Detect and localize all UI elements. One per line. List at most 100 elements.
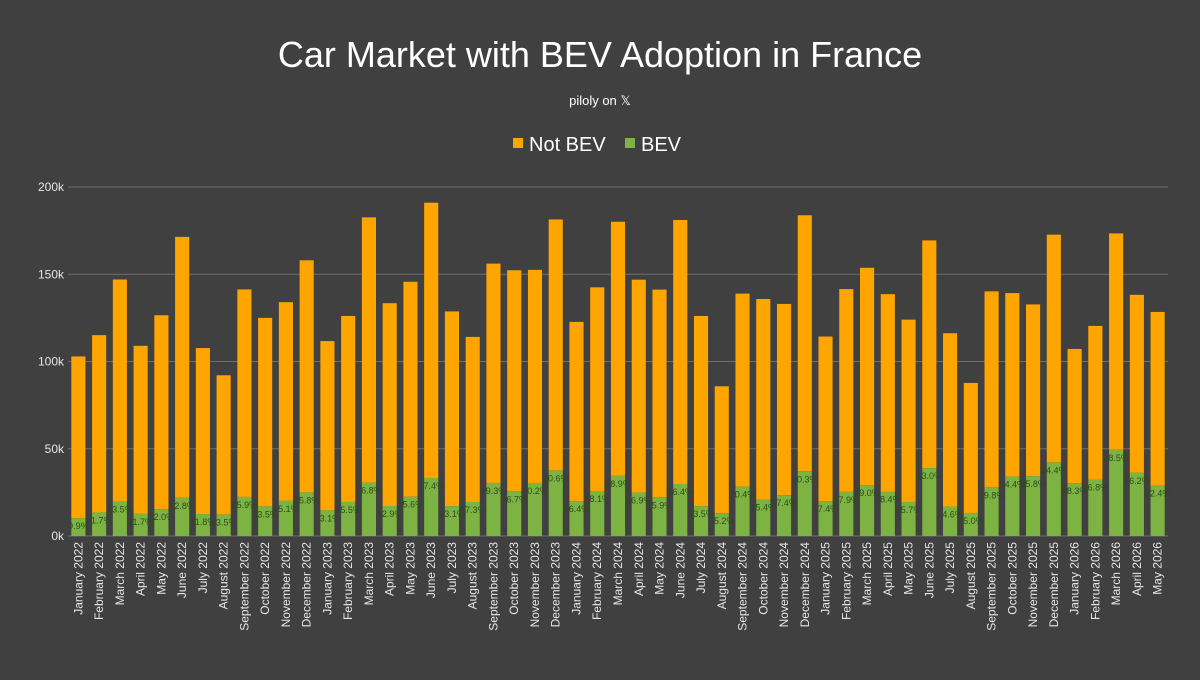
bar-bev <box>880 491 895 536</box>
bar-not-bev <box>693 315 709 507</box>
bar-bev <box>486 482 501 536</box>
bev-share-label: 16.7% <box>501 494 527 504</box>
bar-not-bev <box>258 317 273 507</box>
bar-not-bev <box>756 299 771 500</box>
bar-bev <box>569 501 584 536</box>
bar-bev <box>1150 485 1165 536</box>
bar-not-bev <box>548 219 563 471</box>
bar-bev <box>216 514 231 536</box>
x-tick-label: April 2025 <box>881 542 895 596</box>
x-tick-label: August 2023 <box>466 542 480 610</box>
x-tick-label: January 2025 <box>819 542 833 615</box>
x-tick-label: May 2025 <box>902 542 916 595</box>
bev-share-label: 23.0% <box>917 471 943 481</box>
bev-share-label: 15.9% <box>647 500 673 510</box>
y-axis: 0k 50k 100k 150k 200k <box>38 180 65 543</box>
bev-share-label: 25.8% <box>1020 479 1046 489</box>
bev-share-label: 20.2% <box>522 486 548 496</box>
x-tick-label: February 2026 <box>1088 542 1102 620</box>
bev-share-label: 26.8% <box>1083 482 1109 492</box>
bev-share-label: 17.4% <box>418 481 444 491</box>
bev-share-label: 15.1% <box>273 504 299 514</box>
bar-not-bev <box>1026 304 1041 477</box>
bar-bev <box>860 485 875 536</box>
bar-bev <box>673 483 688 536</box>
bar-bev <box>154 509 169 536</box>
bar-bev <box>714 513 729 536</box>
bar-bev <box>507 491 522 536</box>
bev-share-label: 19.3% <box>481 486 507 496</box>
x-tick-label: March 2023 <box>362 542 376 606</box>
bar-not-bev <box>424 202 439 479</box>
bar-bev <box>175 497 190 536</box>
bev-share-label: 18.9% <box>605 479 631 489</box>
y-tick-label: 150k <box>38 267 65 281</box>
bev-share-label: 19.0% <box>854 488 880 498</box>
bev-share-label: 11.8% <box>190 517 215 527</box>
x-tick-label: May 2024 <box>653 542 667 595</box>
x-tick-label: July 2024 <box>694 542 708 594</box>
bar-bev <box>590 490 605 536</box>
bars <box>71 202 1165 536</box>
bar-not-bev <box>133 345 148 514</box>
x-tick-label: November 2024 <box>777 542 791 628</box>
bar-bev <box>195 514 210 536</box>
x-tick-label: December 2024 <box>798 542 812 628</box>
bev-share-label: 11.7% <box>87 515 112 525</box>
bev-share-label: 26.2% <box>1124 476 1150 486</box>
bar-not-bev <box>1088 325 1103 480</box>
bev-share-label: 13.5% <box>107 504 133 514</box>
bar-not-bev <box>361 217 376 483</box>
bar-not-bev <box>797 215 812 472</box>
bev-share-label: 11.7% <box>128 517 153 527</box>
bar-not-bev <box>237 289 252 497</box>
bar-bev <box>1109 449 1124 536</box>
bar-not-bev <box>527 269 543 483</box>
bev-share-label: 15.7% <box>896 505 922 515</box>
x-axis: January 2022 February 2022 March 2022 April… <box>71 542 1164 631</box>
y-tick-label: 0k <box>51 529 65 543</box>
x-tick-label: June 2024 <box>673 542 687 598</box>
bar-bev <box>278 500 293 536</box>
x-tick-label: May 2023 <box>403 542 417 595</box>
x-tick-label: January 2022 <box>71 542 85 615</box>
x-tick-label: November 2022 <box>279 542 293 628</box>
bev-share-label: 24.4% <box>1041 465 1067 475</box>
bar-not-bev <box>320 341 335 511</box>
x-tick-label: October 2023 <box>507 542 521 615</box>
x-tick-label: November 2023 <box>528 542 542 628</box>
bar-not-bev <box>486 263 501 483</box>
bev-share-label: 15.9% <box>232 500 258 510</box>
bev-share-label: 20.3% <box>792 474 818 484</box>
x-tick-label: September 2025 <box>985 542 999 631</box>
legend-swatch-bev <box>625 138 635 148</box>
bar-not-bev <box>216 375 231 515</box>
bar-bev <box>818 501 833 536</box>
bar-not-bev <box>444 311 460 507</box>
bev-share-label: 15.0% <box>958 516 984 526</box>
chart-title: Car Market with BEV Adoption in France <box>278 34 922 75</box>
bar-bev <box>1088 479 1103 536</box>
bar-not-bev <box>175 236 190 498</box>
bar-bev <box>1129 472 1144 536</box>
bev-share-label: 13.5% <box>688 509 714 519</box>
x-tick-label: June 2025 <box>922 542 936 598</box>
x-tick-label: November 2025 <box>1026 542 1040 628</box>
x-tick-label: March 2024 <box>611 542 625 606</box>
bev-share-label: 28.3% <box>1062 486 1088 496</box>
legend-label-bev: BEV <box>641 134 682 156</box>
bar-not-bev <box>1005 293 1020 477</box>
y-tick-label: 100k <box>38 355 65 369</box>
bar-bev <box>112 501 127 536</box>
bev-share-label: 18.4% <box>875 495 901 505</box>
bev-share-label: 28.5% <box>1103 453 1129 463</box>
x-tick-label: March 2022 <box>113 542 127 606</box>
bar-bev <box>1067 483 1082 536</box>
bar-not-bev <box>860 267 875 486</box>
x-tick-label: June 2022 <box>175 542 189 598</box>
x-tick-label: January 2024 <box>569 542 583 615</box>
x-tick-label: October 2024 <box>756 542 770 615</box>
bev-share-label: 16.9% <box>626 496 652 506</box>
